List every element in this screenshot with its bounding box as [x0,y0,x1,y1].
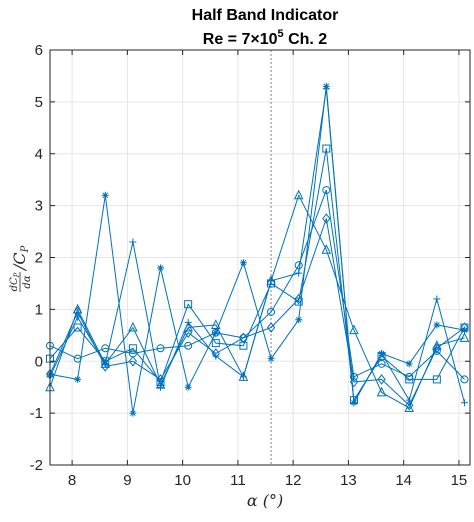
data-point-diamond [239,332,248,344]
data-point-triangle [432,340,442,350]
data-point-triangle [128,321,138,332]
data-point-asterisk [184,383,192,391]
data-point-plus [460,399,468,407]
data-point-diamond [377,374,386,385]
data-point-asterisk [129,409,137,417]
data-point-square [405,375,414,384]
series-square [46,144,469,405]
data-point-circle [184,341,193,350]
data-point-triangle [321,244,332,254]
series-line-square [49,148,465,401]
data-point-asterisk [405,360,413,368]
x-tick-label: 10 [174,472,191,489]
data-point-plus [405,396,413,404]
y-tick-label: 1 [35,301,43,318]
y-tick-label: -2 [30,457,43,474]
data-point-plus [101,360,109,368]
y-tick-label: 5 [35,94,43,111]
data-point-plus [129,238,137,246]
data-point-square [73,323,82,332]
x-tick-label: 14 [395,472,412,489]
data-point-triangle [210,319,221,329]
data-point-plus [184,318,192,326]
data-point-circle [322,186,331,195]
chart-subtitle-exponent: 5 [278,28,284,40]
data-point-plus [295,269,303,277]
data-point-triangle [376,386,387,397]
data-point-circle [156,344,165,353]
data-point-diamond [266,322,276,333]
data-point-circle [267,307,276,316]
data-point-triangle [293,189,304,200]
series-line-plus [49,88,465,404]
x-tick-label: 9 [123,472,131,489]
data-point-diamond [322,213,331,224]
data-point-square [322,144,331,153]
x-tick-label: 8 [68,472,76,489]
data-point-triangle [349,324,359,335]
y-tick-label: 2 [35,250,43,267]
data-point-plus [322,85,330,93]
x-tick-label: 11 [230,472,246,489]
data-point-plus [433,295,441,303]
chart-subtitle-prefix: Re = 7×10 [203,31,278,48]
x-tick-label: 15 [451,472,468,489]
series-line-circle [49,189,465,380]
chart-subtitle-suffix: Ch. 2 [284,31,328,48]
y-axis-label-rest: /CP [10,245,31,272]
y-tick-label: -1 [30,405,43,422]
data-point-plus [74,313,82,321]
data-point-plus [378,349,386,357]
x-axis-label: α (°) [247,491,283,510]
data-point-asterisk [74,375,82,383]
data-point-asterisk [295,316,303,324]
y-tick-label: 0 [35,353,43,370]
data-point-asterisk [460,326,468,334]
data-point-asterisk [157,264,165,272]
data-point-asterisk [433,321,441,329]
data-point-square [128,344,137,353]
y-axis-label-denominator: dα [22,275,33,288]
y-axis-label-numerator: dCP [9,272,21,291]
data-point-triangle [459,332,470,342]
data-point-asterisk [267,355,275,363]
data-point-triangle [72,303,83,314]
y-tick-label: 3 [35,198,43,215]
data-point-plus [350,399,358,407]
series-plus [46,85,468,407]
y-axis-label: dCP dα /CP [9,245,33,292]
chart-subtitle: Re = 7×105 Ch. 2 [203,28,328,48]
data-point-square [211,339,220,348]
data-point-diamond [128,355,138,367]
data-point-circle [377,359,386,368]
data-point-plus [239,373,247,381]
x-tick-label: 12 [285,472,302,489]
data-point-circle [432,346,441,355]
data-point-triangle [404,402,415,412]
x-tick-label: 13 [340,472,357,489]
data-point-plus [157,383,165,391]
data-point-asterisk [239,259,247,267]
y-tick-label: 4 [35,146,43,163]
data-point-circle [294,261,303,270]
data-point-square [432,375,441,384]
data-point-asterisk [212,329,220,337]
data-point-circle [460,375,469,384]
chart-title: Half Band Indicator [192,7,339,24]
y-tick-label: 6 [35,42,43,59]
data-point-asterisk [101,191,109,199]
series-group [45,82,470,417]
data-point-plus [267,277,275,285]
series-line-diamond [49,218,465,406]
data-point-square [184,300,193,309]
data-point-plus [212,352,220,360]
